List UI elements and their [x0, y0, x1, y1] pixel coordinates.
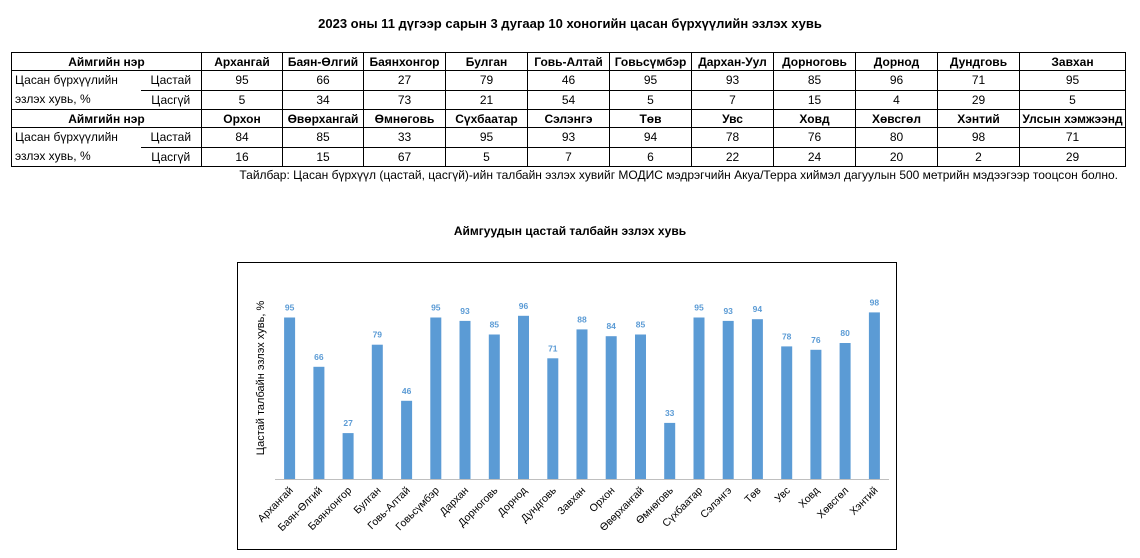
bar-15 [722, 320, 734, 479]
bar-11 [605, 336, 617, 479]
bar-6 [459, 320, 471, 479]
table-cell: 6 [609, 146, 692, 167]
data-label-7: 85 [490, 320, 500, 330]
data-label-12: 85 [636, 320, 646, 330]
table-header-cell: Ховд [773, 109, 856, 128]
snow-cover-table: Аймгийн нэр Архангай Баян-Өлгий Баянхонгор Б… [11, 52, 1126, 167]
data-label-16: 94 [753, 304, 763, 314]
bar-17 [781, 346, 793, 479]
bar-9 [547, 358, 559, 479]
table-cell: 15 [282, 146, 364, 167]
tick-label-10: Завхан [555, 484, 588, 517]
data-label-5: 95 [431, 303, 441, 313]
row-label: Цасан бүрхүүлийн эзлэх хувь, % [11, 127, 141, 167]
table-cell: 33 [363, 127, 446, 148]
table-cell: 78 [691, 127, 774, 148]
table-header-cell: Улсын хэмжээнд [1019, 109, 1126, 128]
table-cell: 67 [363, 146, 446, 167]
data-label-19: 80 [840, 328, 850, 338]
table-cell: 20 [855, 146, 938, 167]
tick-label-17: Увс [772, 485, 792, 505]
table-header-cell: Архангай [201, 52, 283, 71]
data-label-0: 95 [285, 303, 295, 313]
table-header-cell: Дархан-Уул [691, 52, 774, 71]
bar-10 [576, 329, 588, 479]
sub-label-snow: Цастай [140, 70, 202, 91]
data-label-1: 66 [314, 352, 324, 362]
table-header-cell: Говь-Алтай [527, 52, 610, 71]
data-label-15: 93 [723, 306, 733, 316]
table-cell: 22 [691, 146, 774, 167]
data-label-14: 95 [694, 303, 704, 313]
bar-2 [342, 433, 354, 479]
bar-3 [371, 344, 383, 479]
table-header-cell: Төв [609, 109, 692, 128]
bar-19 [839, 343, 851, 479]
data-label-18: 76 [811, 335, 821, 345]
table-cell: 84 [201, 127, 283, 148]
data-label-3: 79 [373, 330, 383, 340]
table-header-cell: Хөвсгөл [855, 109, 938, 128]
table-header-cell: Орхон [201, 109, 283, 128]
table-header-cell: Баянхонгор [363, 52, 446, 71]
table-header-cell: Сүхбаатар [445, 109, 528, 128]
bar-8 [518, 315, 529, 479]
table-header-cell: Завхан [1019, 52, 1126, 71]
data-label-2: 27 [343, 418, 353, 428]
data-label-17: 78 [782, 331, 792, 341]
bar-5 [430, 317, 442, 479]
bar-7 [488, 334, 500, 479]
tick-label-19: Хөвсгөл [815, 485, 851, 521]
table-header-cell: Дундговь [937, 52, 1020, 71]
chart-frame [237, 262, 897, 550]
bar-16 [751, 319, 763, 479]
data-label-4: 46 [402, 386, 412, 396]
data-label-9: 71 [548, 343, 558, 353]
tick-label-16: Төв [742, 484, 763, 505]
sub-label-snow: Цастай [140, 127, 202, 148]
table-header-cell: Дорнод [855, 52, 938, 71]
table-header-cell: Булган [445, 52, 528, 71]
table-header-cell: Сэлэнгэ [527, 109, 610, 128]
data-label-10: 88 [577, 314, 587, 324]
bar-13 [664, 422, 676, 479]
data-label-11: 84 [606, 321, 616, 331]
page-title: 2023 оны 11 дүгээр сарын 3 дугаар 10 хон… [318, 16, 822, 31]
table-header-cell: Өмнөговь [363, 109, 446, 128]
table-cell: 29 [1019, 146, 1126, 167]
table-cell: 16 [201, 146, 283, 167]
tick-label-20: Хэнтий [847, 485, 880, 518]
bar-1 [313, 366, 325, 479]
table-note: Тайлбар: Цасан бүрхүүл (цастай, цасгүй)-… [239, 168, 1118, 182]
data-label-6: 93 [460, 306, 470, 316]
sub-label-nosnow: Цасгүй [140, 146, 202, 167]
bar-12 [635, 334, 646, 479]
tick-label-15: Сэлэнгэ [698, 485, 734, 521]
row-label: Цасан бүрхүүлийн эзлэх хувь, % [11, 70, 141, 110]
table-header-cell: Өвөрхангай [282, 109, 364, 128]
table-header-cell: Увс [691, 109, 774, 128]
bar-0 [284, 317, 296, 479]
table-header-cell: Дорноговь [773, 52, 856, 71]
data-label-20: 98 [870, 297, 880, 307]
bar-18 [810, 349, 822, 479]
table-header-cell: Баян-Өлгий [282, 52, 364, 71]
bar-14 [693, 317, 705, 479]
bar-4 [401, 400, 413, 479]
data-label-13: 33 [665, 408, 675, 418]
tick-label-18: Ховд [796, 485, 822, 511]
bar-20 [868, 312, 880, 479]
data-label-8: 96 [519, 301, 529, 311]
chart-title: Аймгуудын цастай талбайн эзлэх хувь [453, 224, 687, 238]
